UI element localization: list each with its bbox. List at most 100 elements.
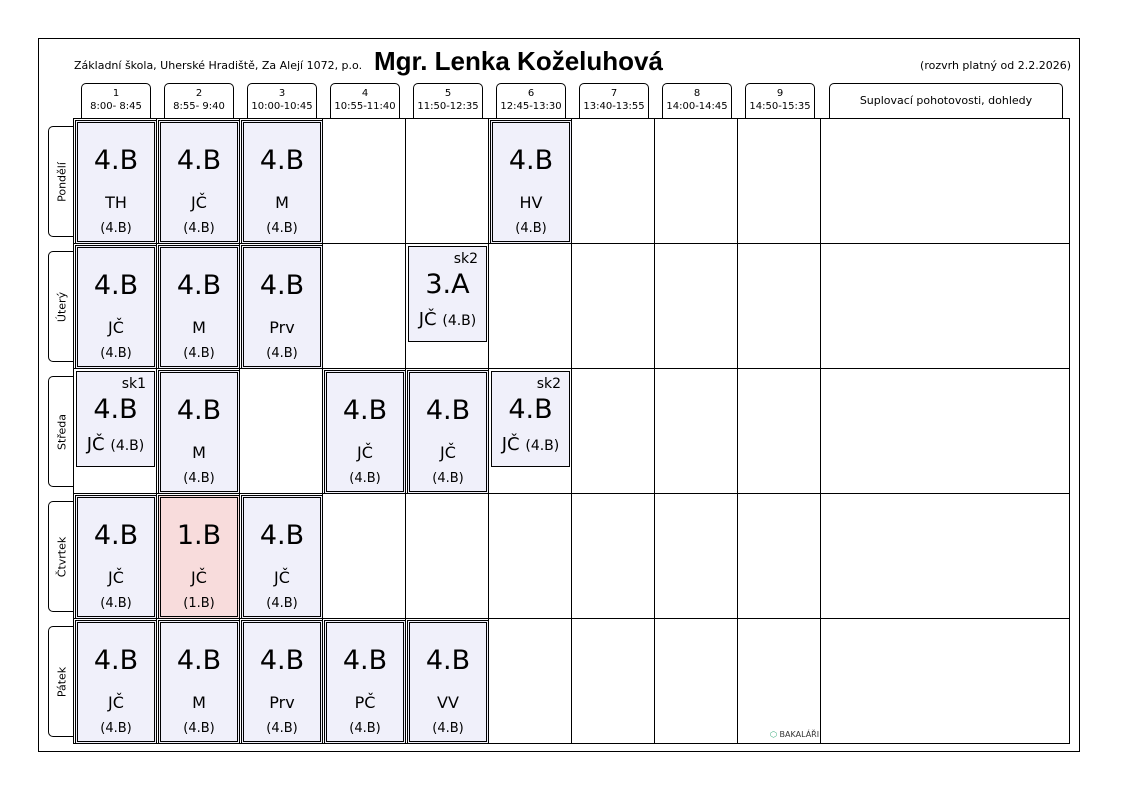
group: (4.B): [100, 596, 132, 611]
timetable-cell: [654, 243, 738, 369]
subject: M: [192, 443, 206, 462]
group: (4.B): [100, 221, 132, 236]
lesson-card: 4.B JČ (4.B): [75, 620, 157, 744]
period-time: 8:00- 8:45: [90, 101, 142, 112]
extra-cell: [820, 368, 1070, 494]
period-number: 5: [444, 88, 452, 99]
lesson-card: 4.B JČ (4.B): [75, 495, 157, 619]
group: (4.B): [266, 596, 298, 611]
period-header: 6 12:45-13:30: [496, 83, 566, 118]
lesson-card: 4.B JČ (4.B): [407, 370, 489, 494]
lesson-card: 4.B Prv (4.B): [241, 245, 323, 369]
period-header: 7 13:40-13:55: [579, 83, 649, 118]
subject: M: [192, 318, 206, 337]
period-header: 3 10:00-10:45: [247, 83, 317, 118]
group: (4.B): [349, 721, 381, 736]
day-label-0: Pondělí: [48, 126, 74, 237]
class-name: 4.B: [176, 645, 222, 676]
period-time: 10:55-11:40: [334, 101, 396, 112]
group: (4.B): [432, 721, 464, 736]
subject: JČ: [108, 693, 124, 712]
timetable-cell: [654, 493, 738, 619]
timetable-cell: [488, 243, 572, 369]
class-name: 4.B: [342, 645, 388, 676]
group: (4.B): [432, 471, 464, 486]
day-label-2: Středa: [48, 376, 74, 487]
day-name: Úterý: [55, 291, 68, 322]
day-label-3: Čtvrtek: [48, 501, 74, 612]
group: (4.B): [100, 721, 132, 736]
group-label: sk2: [453, 251, 478, 267]
timetable-cell: [654, 618, 738, 744]
teacher-name: Mgr. Lenka Koželuhová: [374, 46, 663, 76]
logo-icon: ⬡: [770, 730, 777, 739]
group: (4.B): [183, 721, 215, 736]
timetable-cell: [737, 368, 821, 494]
subject: JČ: [108, 318, 124, 337]
period-number: 2: [195, 88, 203, 99]
group: (4.B): [525, 438, 560, 454]
group: (4.B): [515, 221, 547, 236]
timetable-cell: [737, 243, 821, 369]
subject: JČ: [191, 193, 207, 212]
timetable-cell: [405, 493, 489, 619]
period-header: 5 11:50-12:35: [413, 83, 483, 118]
subject: VV: [437, 693, 459, 712]
bakalari-logo: ⬡ BAKALÁŘI: [770, 730, 820, 739]
timetable-cell: [737, 618, 821, 744]
class-name: 4.B: [176, 145, 222, 176]
period-number: 4: [361, 88, 369, 99]
page-frame: [38, 38, 1080, 752]
timetable-cell: [571, 118, 655, 244]
period-time: 12:45-13:30: [500, 101, 562, 112]
class-name: 1.B: [176, 520, 222, 551]
timetable-cell: [654, 118, 738, 244]
day-label-1: Úterý: [48, 251, 74, 362]
subject: JČ: [440, 443, 456, 462]
lesson-card: 4.B JČ (4.B): [158, 120, 240, 244]
school-name: Základní škola, Uherské Hradiště, Za Ale…: [74, 59, 363, 72]
lesson-card: 1.B JČ (1.B): [158, 495, 240, 619]
lesson-card: 4.B HV (4.B): [490, 120, 572, 244]
period-header: 8 14:00-14:45: [662, 83, 732, 118]
period-header: 1 8:00- 8:45: [81, 83, 151, 118]
lesson-card-group: sk2 4.B JČ (4.B): [491, 371, 570, 467]
class-name: 4.B: [176, 395, 222, 426]
lesson-card-group: sk2 3.A JČ (4.B): [408, 246, 487, 342]
class-name: 4.B: [93, 520, 139, 551]
period-header: 2 8:55- 9:40: [164, 83, 234, 118]
lesson-card: 4.B VV (4.B): [407, 620, 489, 744]
timetable-cell: [571, 243, 655, 369]
lesson-card: 4.B PČ (4.B): [324, 620, 406, 744]
group: (1.B): [183, 596, 215, 611]
timetable-cell: [571, 368, 655, 494]
group: (4.B): [183, 471, 215, 486]
class-name: 4.B: [342, 395, 388, 426]
group: (4.B): [183, 346, 215, 361]
timetable-cell: [571, 493, 655, 619]
extra-cell: [820, 618, 1070, 744]
subject: M: [275, 193, 289, 212]
lesson-card: 4.B TH (4.B): [75, 120, 157, 244]
class-name: 4.B: [425, 395, 471, 426]
timetable-cell: [239, 368, 323, 494]
lesson-info: JČ (4.B): [492, 434, 569, 455]
class-name: 3.A: [425, 269, 470, 300]
lesson-card: 4.B JČ (4.B): [241, 495, 323, 619]
subject: PČ: [354, 693, 376, 712]
lesson-card: 4.B M (4.B): [158, 620, 240, 744]
extra-cell: [820, 493, 1070, 619]
subject: JČ: [501, 434, 520, 455]
group: (4.B): [442, 313, 477, 329]
class-name: 4.B: [93, 270, 139, 301]
period-number: 9: [776, 88, 784, 99]
subject: JČ: [86, 434, 105, 455]
lesson-info: JČ (4.B): [77, 434, 154, 455]
timetable-cell: [654, 368, 738, 494]
validity-note: (rozvrh platný od 2.2.2026): [920, 59, 1071, 72]
timetable-cell: [322, 243, 406, 369]
subject: M: [192, 693, 206, 712]
lesson-card: 4.B JČ (4.B): [75, 245, 157, 369]
day-name: Středa: [55, 413, 68, 450]
